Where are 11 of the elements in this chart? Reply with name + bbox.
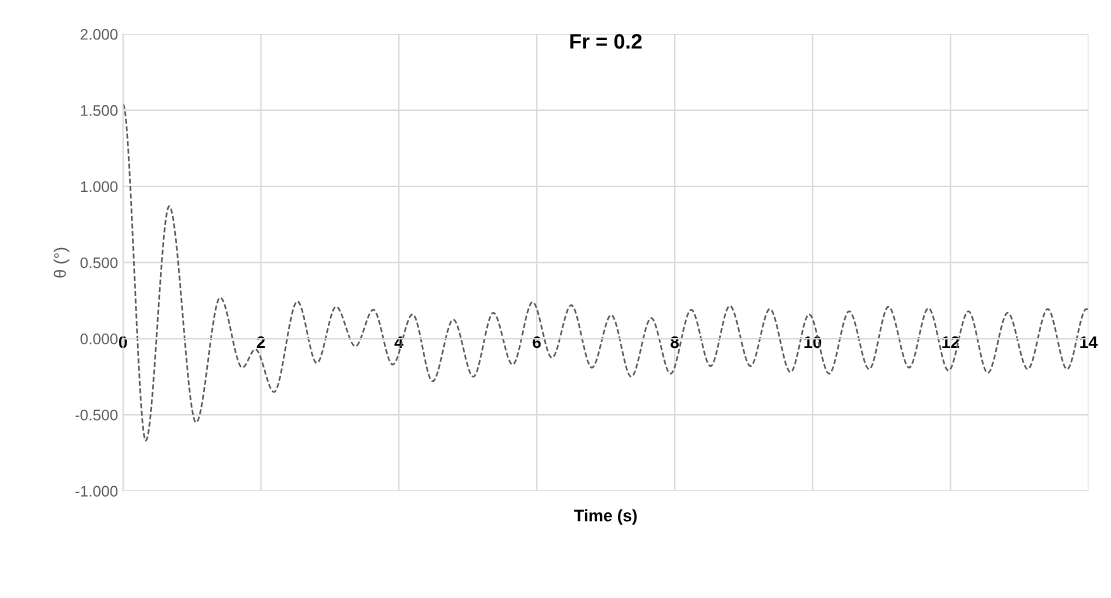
x-tick-label: 0 — [119, 336, 127, 349]
y-tick-label: 0.000 — [80, 333, 118, 345]
y-tick-label: -0.500 — [75, 409, 118, 421]
y-tick-label: -1.000 — [75, 485, 118, 497]
y-tick-label: 2.000 — [80, 28, 118, 40]
y-tick-label: 1.000 — [81, 181, 118, 193]
chart-title: Fr = 0.2 — [570, 34, 642, 49]
y-tick-label: 0.500 — [80, 257, 118, 269]
y-tick-label: 1.500 — [81, 105, 118, 116]
y-axis-title: θ (°) — [53, 247, 70, 278]
x-axis-title: Time (s) — [574, 509, 637, 525]
